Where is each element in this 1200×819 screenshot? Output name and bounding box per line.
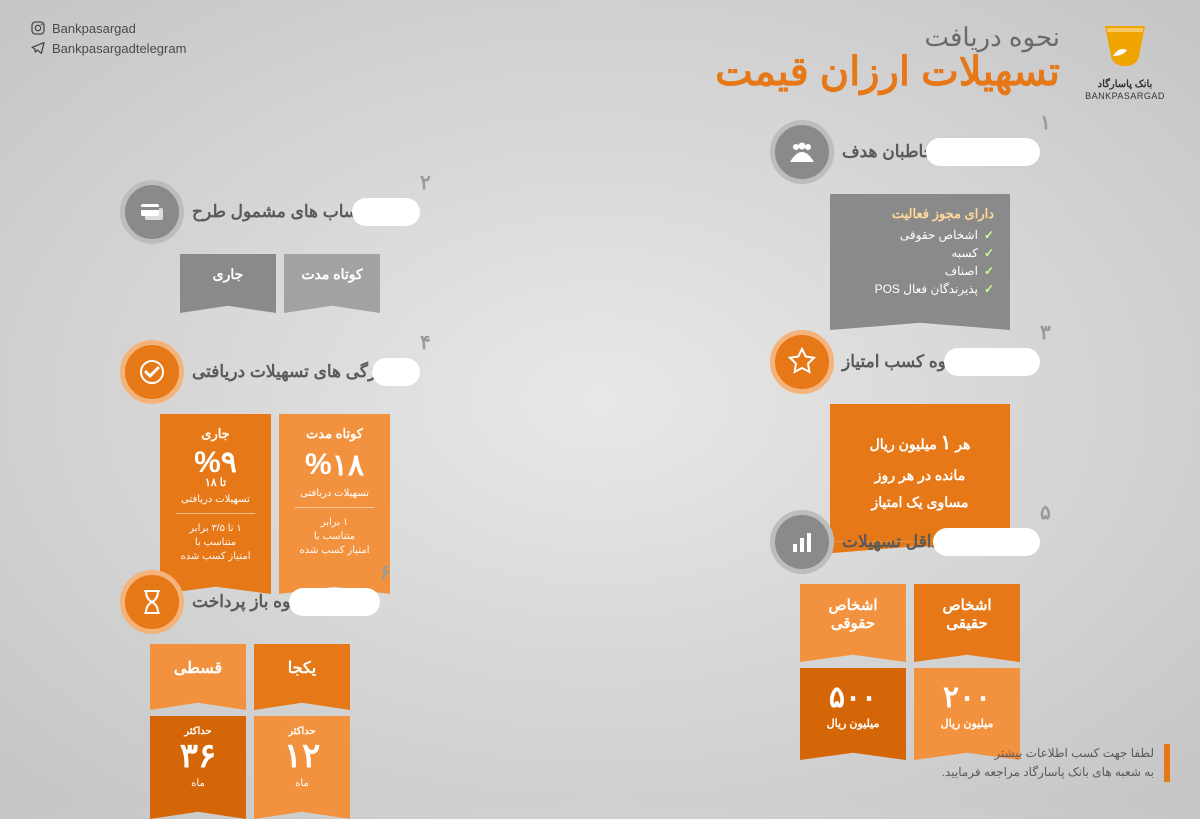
section-title: ویژگی های تسهیلات دریافتی	[192, 362, 390, 382]
telegram-icon	[30, 40, 46, 56]
min-real-amount: ۲۰۰ میلیون ریال	[914, 668, 1020, 748]
min-legal-amount: ۵۰۰ میلیون ریال	[800, 668, 906, 748]
min-legal: اشخاص حقوقی	[800, 584, 906, 650]
header-pill	[372, 358, 420, 386]
feature-col-current: جاری ۹% تا ۱۸ تسهیلات دریافتی ۱ تا ۳/۵ ب…	[160, 414, 271, 582]
section-number: ۲	[420, 170, 431, 195]
min-real: اشخاص حقیقی	[914, 584, 1020, 650]
cards-icon	[120, 180, 184, 244]
section-eligible-accounts: ۲ حساب های مشمول طرح کوتاه مدت جاری	[120, 180, 420, 301]
section-repayment: ۶ نحوه باز پرداخت یکجا قسطی حداکثر ۱۲ ما…	[120, 570, 380, 807]
section-loan-features: ۴ ویژگی های تسهیلات دریافتی کوتاه مدت ۱۸…	[120, 340, 420, 582]
section-number: ۳	[1040, 320, 1051, 345]
audience-flag: دارای مجوز فعالیت اشخاص حقوقی کسبه اصناف…	[830, 194, 1010, 318]
repay-lump: یکجا	[254, 644, 350, 698]
repay-install-term: حداکثر ۳۶ ماه	[150, 716, 246, 807]
brand-name-fa: بانک پاسارگاد	[1080, 79, 1170, 91]
people-icon	[770, 120, 834, 184]
list-item: پذیرندگان فعال POS	[846, 282, 994, 296]
section-number: ۶	[380, 560, 391, 585]
instagram-icon	[30, 20, 46, 36]
section-target-audience: ۱ مخاطبان هدف دارای مجوز فعالیت اشخاص حق…	[770, 120, 1040, 318]
list-item: اشخاص حقوقی	[846, 228, 994, 242]
footer-note: لطفا جهت کسب اطلاعات بیشتر به شعبه های ب…	[790, 744, 1170, 782]
title-line2: تسهیلات ارزان قیمت	[460, 49, 1060, 95]
header-pill	[944, 348, 1040, 376]
section-number: ۵	[1040, 500, 1051, 525]
check-icon	[120, 340, 184, 404]
header-pill	[352, 198, 420, 226]
list-item: اصناف	[846, 264, 994, 278]
header-pill	[926, 138, 1040, 166]
account-type-flag: کوتاه مدت	[284, 254, 380, 301]
header-pill	[289, 588, 380, 616]
main-title: نحوه دریافت تسهیلات ارزان قیمت	[460, 22, 1060, 95]
list-header: دارای مجوز فعالیت	[846, 206, 994, 222]
hourglass-icon	[120, 570, 184, 634]
brand-logo: بانک پاسارگاد BANKPASARGAD	[1080, 20, 1170, 101]
logo-cup-icon	[1095, 20, 1155, 70]
header-pill	[933, 528, 1040, 556]
bars-icon	[770, 510, 834, 574]
instagram-handle: Bankpasargad	[52, 21, 136, 36]
telegram-handle: Bankpasargadtelegram	[52, 41, 186, 56]
section-min-loan: ۵ حداقل تسهیلات اشخاص حقیقی اشخاص حقوقی …	[770, 510, 1040, 748]
repay-lump-term: حداکثر ۱۲ ماه	[254, 716, 350, 807]
section-number: ۴	[420, 330, 431, 355]
section-number: ۱	[1040, 110, 1051, 135]
social-links: Bankpasargad Bankpasargadtelegram	[30, 20, 186, 60]
audience-list: اشخاص حقوقی کسبه اصناف پذیرندگان فعال PO…	[846, 228, 994, 296]
account-type-flag: جاری	[180, 254, 276, 301]
brand-name-en: BANKPASARGAD	[1080, 91, 1170, 101]
list-item: کسبه	[846, 246, 994, 260]
section-title: حساب های مشمول طرح	[192, 202, 370, 222]
star-icon	[770, 330, 834, 394]
repay-install: قسطی	[150, 644, 246, 698]
feature-col-short: کوتاه مدت ۱۸% تسهیلات دریافتی ۱ برابر مت…	[279, 414, 390, 582]
